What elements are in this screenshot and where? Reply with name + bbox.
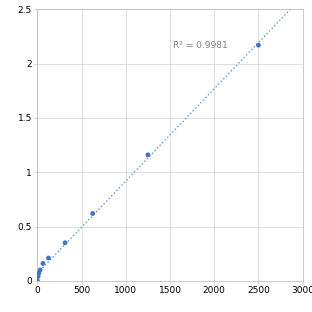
Point	[41, 261, 46, 266]
Point	[36, 271, 41, 276]
Point	[63, 240, 68, 245]
Text: R² = 0.9981: R² = 0.9981	[173, 41, 227, 50]
Point	[256, 43, 261, 48]
Point	[90, 211, 95, 216]
Point	[38, 267, 43, 272]
Point	[145, 152, 150, 157]
Point	[35, 278, 40, 283]
Point	[46, 256, 51, 261]
Point	[36, 274, 41, 279]
